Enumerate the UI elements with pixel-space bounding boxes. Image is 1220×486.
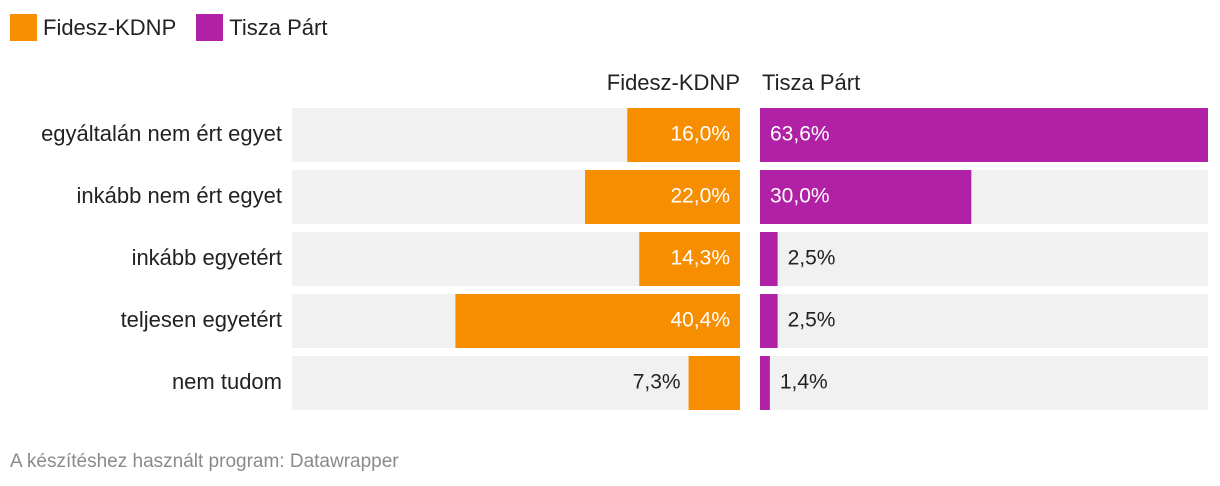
bar-background-tisza xyxy=(760,232,1208,286)
data-label-fidesz: 14,3% xyxy=(670,247,730,270)
data-label-tisza: 2,5% xyxy=(788,247,836,270)
bar-tisza xyxy=(760,232,778,286)
column-header-fidesz: Fidesz-KDNP xyxy=(607,70,740,95)
split-bar-chart: Fidesz-KDNP Tisza Párt egyáltalán nem ért … xyxy=(41,70,1208,410)
category-label: egyáltalán nem ért egyet xyxy=(41,121,282,146)
legend: Fidesz-KDNP Tisza Párt xyxy=(10,14,347,41)
category-label: nem tudom xyxy=(172,369,282,394)
bar-fidesz xyxy=(627,108,740,162)
legend-swatch-tisza xyxy=(196,14,224,41)
source-note: A készítéshez használt program: Datawrap… xyxy=(10,451,399,472)
legend-item-fidesz: Fidesz-KDNP xyxy=(10,14,176,41)
legend-swatch-fidesz xyxy=(10,14,37,41)
bar-fidesz xyxy=(688,356,740,410)
data-label-fidesz: 40,4% xyxy=(670,309,730,332)
data-label-fidesz: 7,3% xyxy=(633,371,681,394)
category-label: inkább nem ért egyet xyxy=(77,183,282,208)
bar-fidesz xyxy=(639,232,740,286)
data-label-fidesz: 22,0% xyxy=(670,185,730,208)
category-label: inkább egyetért xyxy=(132,245,282,270)
bar-tisza xyxy=(760,108,1208,162)
legend-label-tisza: Tisza Párt xyxy=(229,14,328,40)
bar-fidesz xyxy=(455,294,740,348)
bar-tisza xyxy=(760,170,972,224)
data-label-tisza: 63,6% xyxy=(770,123,830,146)
data-label-tisza: 30,0% xyxy=(770,185,830,208)
category-label: teljesen egyetért xyxy=(121,307,282,332)
legend-item-tisza: Tisza Párt xyxy=(196,14,327,41)
bar-tisza xyxy=(760,356,770,410)
bar-fidesz xyxy=(585,170,740,224)
bar-background-fidesz xyxy=(292,356,740,410)
legend-label-fidesz: Fidesz-KDNP xyxy=(43,14,177,40)
bar-background-tisza xyxy=(760,294,1208,348)
data-label-tisza: 1,4% xyxy=(780,371,828,394)
column-header-tisza: Tisza Párt xyxy=(762,70,860,95)
data-label-tisza: 2,5% xyxy=(788,309,836,332)
bar-background-tisza xyxy=(760,356,1208,410)
bar-tisza xyxy=(760,294,778,348)
data-label-fidesz: 16,0% xyxy=(670,123,730,146)
